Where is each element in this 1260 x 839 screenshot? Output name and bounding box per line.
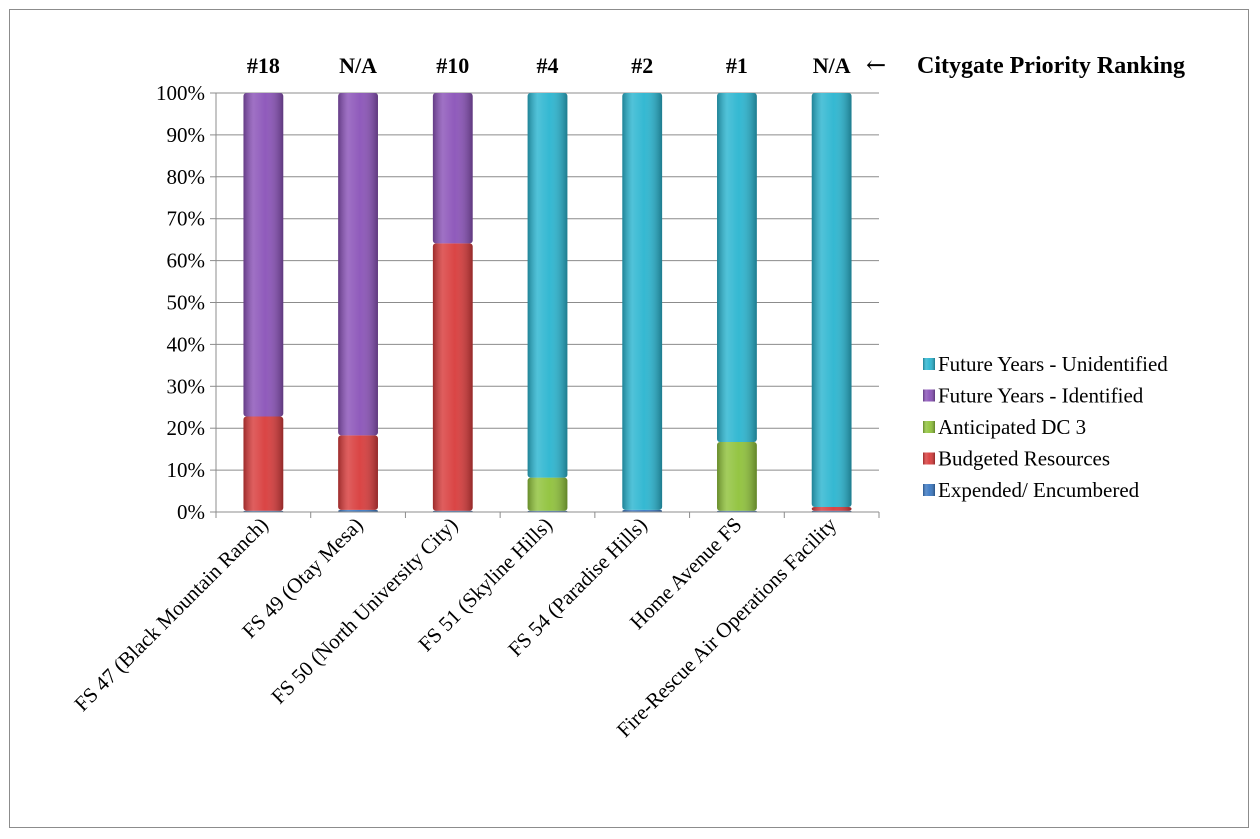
y-tick-label: 10% xyxy=(167,458,206,482)
y-tick-label: 90% xyxy=(167,123,206,147)
priority-rankings: ← Citygate Priority Ranking #18 N/A #10 #4 #… xyxy=(247,51,1185,79)
legend-swatch-shading xyxy=(923,421,935,433)
bar-shading xyxy=(622,93,663,510)
bar-segment xyxy=(811,506,852,511)
legend-item: Budgeted Resources xyxy=(923,447,1110,471)
bar-shading xyxy=(811,93,852,507)
y-tick-label: 0% xyxy=(177,500,205,524)
bar-shading xyxy=(717,442,757,511)
bar-shading xyxy=(338,435,378,510)
legend-item: Anticipated DC 3 xyxy=(923,415,1086,439)
bar-segment xyxy=(243,93,284,417)
bar-segment xyxy=(622,93,663,510)
legend-item: Future Years - Identified xyxy=(923,384,1144,408)
bar-shading xyxy=(527,93,568,478)
ranking-value: #2 xyxy=(631,53,653,78)
legend-label: Future Years - Identified xyxy=(938,384,1144,408)
bar-shading xyxy=(338,93,378,436)
y-tick-label: 40% xyxy=(167,332,206,356)
legend-label: Anticipated DC 3 xyxy=(938,415,1086,439)
legend: Future Years - Unidentified Future Years … xyxy=(923,352,1168,502)
legend-label: Budgeted Resources xyxy=(938,447,1110,471)
y-tick-labels: 0% 10% 20% 30% 40% 50% 60% 70% 80% 90% 100% xyxy=(156,81,205,524)
bar-shading xyxy=(811,506,852,511)
legend-swatch-shading xyxy=(923,389,935,402)
y-tick-label: 60% xyxy=(167,249,206,273)
legend-swatch-shading xyxy=(923,358,935,370)
bar-segment xyxy=(527,477,568,511)
legend-swatch-shading xyxy=(923,484,935,496)
ranking-value: N/A xyxy=(339,53,377,78)
legend-item: Future Years - Unidentified xyxy=(923,352,1168,376)
x-tick-label: FS 47 (Black Mountain Ranch) xyxy=(70,513,273,716)
y-tick-label: 70% xyxy=(167,207,206,231)
y-tick-label: 80% xyxy=(167,165,206,189)
bar-segment xyxy=(338,435,378,510)
bar-shading xyxy=(527,477,568,511)
ranking-value: #10 xyxy=(436,53,469,78)
bar-shading xyxy=(622,509,663,512)
bar-shading xyxy=(338,509,378,512)
y-tick-label: 50% xyxy=(167,291,206,315)
y-tick-label: 20% xyxy=(167,416,206,440)
bar-segment xyxy=(527,93,568,478)
bar-segment xyxy=(338,93,378,436)
bar-segment xyxy=(811,93,852,507)
bar-segment xyxy=(622,509,663,512)
y-tick-label: 100% xyxy=(156,81,205,105)
bar-segment xyxy=(717,442,757,511)
x-tick-label: FS 50 (North University City) xyxy=(266,513,462,709)
bar-segment xyxy=(432,93,473,244)
ranking-value: #1 xyxy=(726,53,748,78)
bar-shading xyxy=(243,93,284,417)
x-tick-labels: FS 47 (Black Mountain Ranch)FS 49 (Otay … xyxy=(70,512,842,742)
legend-label: Future Years - Unidentified xyxy=(938,352,1168,376)
bar-segment xyxy=(717,93,757,443)
ranking-label: Citygate Priority Ranking xyxy=(917,53,1185,79)
legend-item: Expended/ Encumbered xyxy=(923,478,1140,502)
axes xyxy=(215,93,880,518)
bars xyxy=(243,93,852,512)
bar-segment xyxy=(432,243,473,511)
bar-shading xyxy=(243,416,284,511)
bar-shading xyxy=(432,243,473,511)
legend-label: Expended/ Encumbered xyxy=(938,478,1140,502)
bar-segment xyxy=(338,509,378,512)
ranking-value: N/A xyxy=(813,53,851,78)
legend-swatch-shading xyxy=(923,452,935,465)
ranking-value: #4 xyxy=(537,53,559,78)
ranking-value: #18 xyxy=(247,53,280,78)
bar-segment xyxy=(243,416,284,511)
y-tick-label: 30% xyxy=(167,374,206,398)
ranking-arrow: ← xyxy=(866,51,886,79)
bar-shading xyxy=(432,93,473,244)
bar-shading xyxy=(717,93,757,443)
